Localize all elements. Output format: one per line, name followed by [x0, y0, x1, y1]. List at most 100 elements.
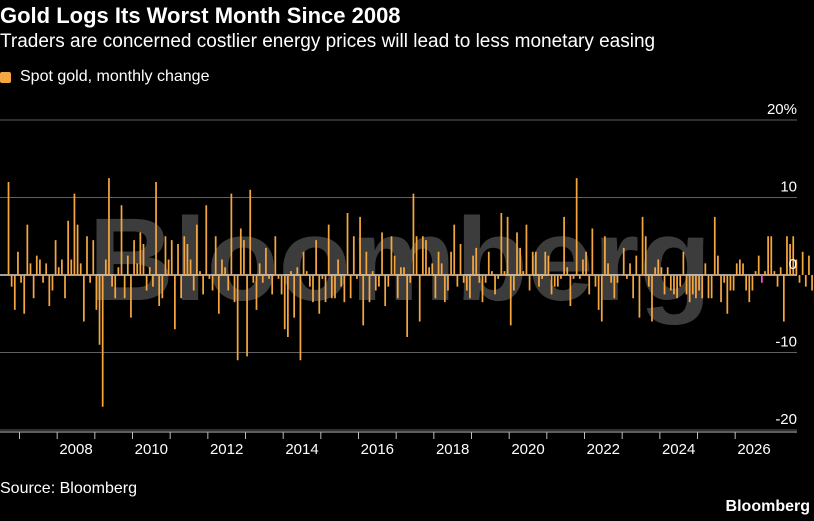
bar [214, 236, 217, 275]
bar [443, 275, 446, 303]
bar [726, 275, 729, 314]
bar [51, 275, 54, 291]
bar [239, 228, 242, 275]
bar [600, 275, 603, 322]
bar [287, 275, 289, 337]
bar [484, 275, 487, 283]
y-tick-label: -20 [775, 411, 797, 428]
bar [258, 263, 261, 276]
bar [35, 255, 38, 276]
bar [7, 182, 10, 275]
bar [346, 213, 349, 275]
bar [61, 259, 63, 275]
bar [541, 275, 543, 279]
bar [324, 275, 327, 303]
bar [17, 251, 19, 275]
bar [117, 267, 120, 275]
bar [553, 275, 556, 287]
bar [293, 275, 296, 318]
bar [221, 259, 223, 275]
bar [334, 275, 336, 299]
x-tick-label: 2020 [511, 441, 544, 458]
bar [305, 271, 308, 276]
bar [211, 275, 214, 291]
bar [111, 275, 113, 287]
bar [158, 275, 161, 306]
bar [152, 275, 154, 287]
bar [261, 275, 264, 283]
bar [770, 236, 773, 275]
bar [349, 275, 352, 299]
bar [236, 275, 239, 361]
bar [506, 216, 509, 276]
x-tick-label: 2014 [285, 441, 318, 458]
bar [393, 255, 396, 276]
bar [145, 275, 148, 291]
bar [101, 275, 104, 407]
x-tick-label: 2010 [135, 441, 168, 458]
bar [387, 275, 390, 287]
bar [597, 275, 600, 310]
y-tick-label: -10 [775, 334, 797, 351]
bar [95, 275, 98, 310]
bar [459, 244, 462, 275]
bar [249, 189, 252, 275]
bar [534, 251, 537, 275]
x-tick-label: 2008 [59, 441, 92, 458]
bar [582, 259, 584, 275]
bar [356, 275, 358, 279]
bar [64, 275, 66, 299]
bar [647, 275, 650, 287]
bar [556, 275, 559, 287]
bar [186, 244, 189, 275]
bar [400, 267, 402, 275]
bar [804, 275, 807, 287]
x-tick-label: 2012 [210, 441, 243, 458]
bar [177, 244, 179, 275]
bar [795, 259, 798, 275]
bar [509, 275, 512, 326]
bar [447, 275, 449, 291]
bar [450, 251, 452, 275]
bar [199, 271, 201, 276]
bar [685, 275, 688, 295]
bar [13, 275, 16, 310]
y-tick-label: 0 [789, 256, 797, 273]
bar [513, 275, 515, 291]
bar [42, 275, 44, 283]
bar [174, 275, 176, 330]
bar [308, 275, 311, 287]
bar [487, 251, 490, 275]
bar [469, 275, 471, 299]
bar [26, 224, 29, 276]
bar [688, 275, 691, 303]
bar [139, 232, 142, 276]
bar [437, 251, 440, 275]
bar [192, 275, 195, 291]
bar [183, 236, 186, 275]
bar [481, 275, 484, 303]
bar [475, 247, 478, 276]
bar [748, 275, 751, 303]
highlight-bar [760, 275, 763, 283]
bar [638, 275, 641, 318]
x-axis: 2008 2010 2012 2014 2016 2018 2020 2022 2024 2026 [0, 431, 797, 458]
bar [525, 224, 528, 276]
bars [7, 178, 813, 407]
legend-label: Spot gold, monthly change [20, 68, 210, 85]
bar [462, 275, 465, 283]
bar [610, 275, 613, 283]
bar [808, 255, 810, 276]
legend-swatch [0, 71, 11, 83]
bar [732, 275, 735, 291]
x-tick-label: 2024 [662, 441, 695, 458]
bar [67, 220, 70, 275]
bar [321, 275, 324, 279]
bar [622, 247, 625, 276]
bar [378, 275, 380, 287]
bar [337, 259, 339, 275]
bar [327, 224, 330, 276]
bar [798, 275, 801, 283]
bar [73, 193, 76, 276]
bar [406, 275, 409, 337]
